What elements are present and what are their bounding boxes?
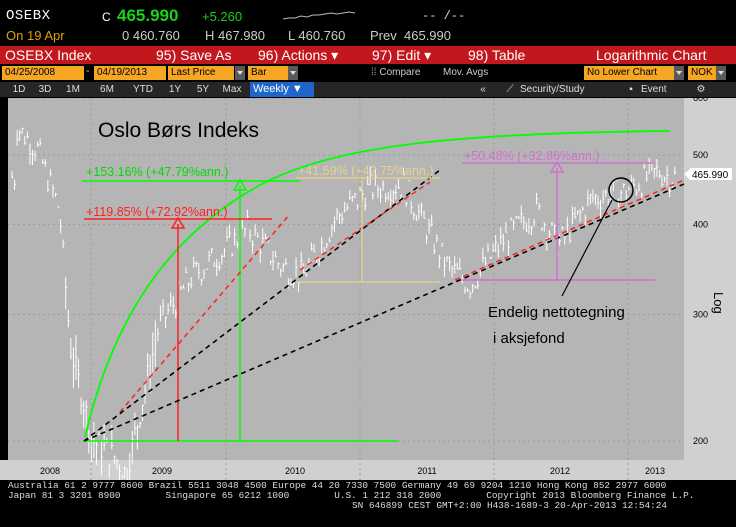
currency-dropdown-icon[interactable] bbox=[716, 66, 726, 80]
note-line-1: Endelig nettotegning bbox=[488, 304, 625, 321]
last-price: 465.990 bbox=[117, 6, 179, 25]
footer-line-2: Japan 81 3 3201 8900 Singapore 65 6212 1… bbox=[8, 490, 695, 501]
on-label: On bbox=[6, 28, 24, 43]
quote-date: 19 Apr bbox=[27, 28, 65, 43]
black-dashed-trend-steep bbox=[83, 169, 441, 442]
event-button[interactable]: Event bbox=[641, 84, 667, 95]
end-date-field[interactable]: 04/19/2013 bbox=[94, 66, 166, 80]
price-type-select[interactable]: Last Price bbox=[168, 66, 234, 80]
edit-menu[interactable]: 97) Edit ▾ bbox=[372, 47, 432, 63]
red-dashed-trend-2012 bbox=[454, 179, 685, 281]
x-tick-label: 2012 bbox=[550, 466, 570, 476]
price-type-dropdown-icon[interactable] bbox=[235, 66, 245, 80]
actions-menu[interactable]: 96) Actions ▾ bbox=[258, 47, 339, 63]
footer-line-1: Australia 61 2 9777 8600 Brazil 5511 304… bbox=[8, 480, 667, 491]
lower-chart-dropdown-icon[interactable] bbox=[674, 66, 684, 80]
settings-spacer bbox=[300, 66, 366, 80]
annotation-green-pct: +153.16% (+47.79%ann.) bbox=[86, 165, 228, 179]
annotation-red-pct: +119.85% (+72.92%ann.) bbox=[86, 205, 228, 219]
currency-select[interactable]: NOK bbox=[688, 66, 716, 80]
open-price: 0 460.760 bbox=[122, 28, 180, 43]
red-dashed-trend-2009 bbox=[119, 213, 291, 413]
y-tick-label: 400 bbox=[693, 220, 708, 230]
mov-avgs-button[interactable]: Mov. Avgs bbox=[440, 66, 502, 80]
period-1d-button[interactable]: 1D bbox=[12, 84, 26, 95]
y-axis-ticks: 200 300 400 500 600 bbox=[693, 98, 708, 446]
chart-annotations bbox=[82, 130, 685, 442]
red-dashed-trend-steep bbox=[299, 181, 431, 271]
security-index-label[interactable]: OSEBX Index bbox=[5, 47, 92, 63]
period-1y-button[interactable]: 1Y bbox=[168, 84, 182, 95]
price-change: +5.260 bbox=[202, 9, 243, 24]
period-ytd-button[interactable]: YTD bbox=[133, 84, 153, 95]
function-toolbar bbox=[0, 46, 736, 64]
price-flag-bg bbox=[690, 168, 732, 180]
annotation-magenta-pct: +50.48% (+32.86%ann.) bbox=[464, 149, 600, 163]
x-axis-background bbox=[0, 460, 684, 480]
price-flag-pointer-icon bbox=[684, 169, 690, 180]
intraday-sparkline bbox=[283, 11, 356, 20]
high-price: H 467.980 bbox=[205, 28, 265, 43]
security-study-button[interactable]: Security/Study bbox=[520, 84, 585, 95]
y-axis-label: Log bbox=[711, 292, 726, 314]
x-tick-label: 2010 bbox=[285, 466, 305, 476]
magenta-arrowhead bbox=[549, 160, 565, 173]
prev-label: Prev bbox=[370, 28, 397, 43]
annotation-yellow-pct: +41.59% (+42.75%ann.) bbox=[298, 164, 434, 178]
period-3d-button[interactable]: 3D bbox=[38, 84, 52, 95]
start-date-field[interactable]: 04/25/2008 bbox=[2, 66, 84, 80]
settings-gear-icon[interactable]: ⚙ bbox=[696, 84, 706, 95]
y-tick-label: 600 bbox=[693, 98, 708, 103]
bid-ask-placeholder: -- /-- bbox=[422, 9, 466, 23]
note-pointer-line bbox=[561, 199, 613, 297]
quote-header bbox=[0, 0, 736, 28]
x-tick-label: 2008 bbox=[40, 466, 60, 476]
note-line-2: i aksjefond bbox=[493, 330, 565, 347]
frequency-select[interactable]: Weekly ▼ bbox=[250, 82, 314, 97]
green-arrowhead bbox=[232, 178, 248, 191]
x-tick-label: 2011 bbox=[417, 466, 436, 476]
x-tick-label: 2013 bbox=[645, 466, 665, 476]
collapse-chevron-icon[interactable]: « bbox=[480, 84, 486, 95]
chart-style-select[interactable]: Bar bbox=[248, 66, 288, 80]
lower-chart-select[interactable]: No Lower Chart bbox=[584, 66, 674, 80]
black-dashed-trend-long bbox=[83, 183, 685, 442]
price-chart[interactable]: 465.990 Oslo Børs Indeks +153.16% (+47.7… bbox=[0, 98, 736, 480]
y-axis-background bbox=[684, 98, 736, 480]
period-5y-button[interactable]: 5Y bbox=[196, 84, 210, 95]
chart-title: Oslo Børs Indeks bbox=[98, 119, 259, 142]
red-arrowhead bbox=[170, 216, 186, 229]
close-indicator: C bbox=[102, 10, 111, 24]
period-max-button[interactable]: Max bbox=[222, 84, 242, 95]
ticker-symbol: OSEBX bbox=[6, 8, 51, 24]
x-axis-ticks: 2008 2009 2010 2011 2012 2013 bbox=[40, 466, 665, 476]
x-tick-label: 2009 bbox=[152, 466, 172, 476]
y-tick-label: 200 bbox=[693, 436, 708, 446]
low-price: L 460.760 bbox=[288, 28, 346, 43]
period-6m-button[interactable]: 6M bbox=[100, 84, 114, 95]
y-tick-label: 300 bbox=[693, 309, 708, 319]
period-selector-row bbox=[0, 82, 736, 97]
current-price-flag: 465.990 bbox=[692, 170, 729, 181]
study-chart-icon[interactable]: ⟋ bbox=[506, 84, 514, 95]
table-button[interactable]: 98) Table bbox=[468, 47, 526, 63]
bloomberg-footer: Australia 61 2 9777 8600 Brazil 5511 304… bbox=[8, 481, 694, 511]
event-icon[interactable]: ▪ bbox=[629, 84, 633, 95]
period-1m-button[interactable]: 1M bbox=[66, 84, 80, 95]
prev-price: 465.990 bbox=[404, 28, 451, 43]
footer-line-3: SN 646899 CEST GMT+2:00 H438-1689-3 20-A… bbox=[352, 500, 668, 511]
chart-type-title: Logarithmic Chart bbox=[596, 47, 707, 63]
chart-style-dropdown-icon[interactable] bbox=[288, 66, 298, 80]
circle-marker bbox=[608, 177, 634, 203]
date-range-dash: - bbox=[86, 66, 90, 77]
compare-icon: ⁞⁞ bbox=[371, 67, 377, 78]
green-growth-curve bbox=[84, 130, 671, 438]
compare-button[interactable]: ⁞⁞ Compare bbox=[368, 66, 438, 80]
save-as-button[interactable]: 95) Save As bbox=[156, 47, 232, 63]
y-tick-label: 500 bbox=[693, 150, 708, 160]
price-bars bbox=[11, 127, 677, 480]
